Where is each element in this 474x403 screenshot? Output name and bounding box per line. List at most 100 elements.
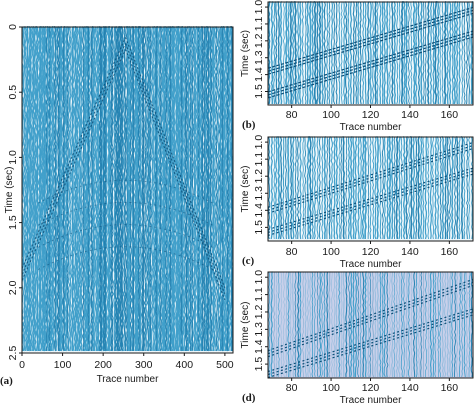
seismic-trace: [410, 271, 413, 378]
seismic-trace: [135, 26, 139, 352]
seismic-trace: [388, 1, 391, 105]
seismic-trace: [195, 26, 199, 352]
seismic-trace: [379, 271, 382, 378]
seismic-trace: [142, 26, 145, 352]
y-tick-label: 1.4: [253, 339, 265, 354]
seismic-trace: [33, 26, 37, 352]
seismic-trace: [434, 271, 437, 378]
reflection-events: [267, 278, 474, 379]
seismic-trace: [330, 136, 333, 240]
seismic-trace: [455, 1, 459, 105]
seismic-trace: [347, 1, 350, 105]
seismic-trace: [388, 136, 392, 240]
seismic-trace: [185, 26, 189, 352]
seismic-trace: [71, 26, 75, 352]
x-axis-label: Trace number: [97, 374, 160, 385]
y-tick-label: 1.4: [253, 203, 265, 218]
seismic-trace: [352, 1, 356, 105]
x-tick-label: 500: [216, 359, 234, 371]
x-tick-label: 120: [362, 382, 380, 394]
seismic-trace: [338, 136, 341, 240]
seismic-trace: [304, 1, 307, 105]
seismic-trace: [393, 271, 396, 378]
seismic-trace: [441, 271, 444, 378]
seismic-trace: [139, 26, 143, 352]
seismic-trace: [364, 136, 367, 240]
seismic-trace: [444, 271, 447, 378]
seismic-trace: [338, 1, 341, 105]
seismic-trace: [190, 26, 193, 352]
seismic-trace: [316, 1, 319, 105]
seismic-trace: [403, 271, 405, 378]
seismic-trace: [331, 271, 333, 378]
seismic-trace: [273, 271, 276, 378]
seismic-trace: [297, 1, 300, 105]
x-tick-label: 80: [286, 246, 298, 258]
panel-label: (b): [242, 119, 256, 131]
seismic-trace: [285, 271, 288, 378]
seismic-trace: [400, 271, 403, 378]
seismic-trace: [390, 136, 394, 240]
seismic-trace: [279, 1, 283, 105]
seismic-trace: [458, 136, 461, 240]
seismic-trace: [335, 271, 338, 378]
reflection-event: [124, 43, 226, 295]
seismic-trace: [417, 1, 421, 105]
seismic-trace: [383, 1, 386, 105]
x-tick-label: 80: [286, 109, 298, 121]
seismic-trace: [347, 136, 351, 240]
x-tick-label: 160: [441, 109, 459, 121]
seismic-trace: [306, 136, 310, 240]
seismic-trace: [330, 1, 334, 105]
seismic-trace: [302, 271, 305, 378]
y-tick-label: 1.5: [253, 84, 265, 99]
seismic-trace: [405, 271, 408, 378]
seismic-trace: [417, 136, 420, 240]
x-axis-label: Trace number: [340, 259, 403, 270]
y-tick-label: 1.1: [253, 287, 265, 302]
seismic-trace: [466, 136, 469, 240]
seismic-trace: [463, 271, 466, 378]
seismic-trace: [367, 271, 370, 378]
seismic-trace: [420, 1, 423, 105]
seismic-trace: [181, 26, 185, 352]
y-tick-label: 1.5: [253, 220, 265, 235]
y-tick-label: 0: [7, 24, 19, 30]
seismic-trace: [350, 271, 353, 378]
seismic-trace: [38, 26, 41, 352]
seismic-trace: [381, 271, 384, 378]
seismic-trace: [136, 26, 140, 352]
y-axis-label: Time (sec): [240, 30, 251, 77]
seismic-trace: [199, 26, 203, 352]
reflection-events: [267, 6, 474, 99]
seismic-trace: [374, 271, 377, 378]
seismic-trace: [364, 271, 367, 378]
y-tick-label: 1.3: [253, 50, 265, 65]
seismic-trace: [287, 271, 290, 378]
seismic-trace: [282, 136, 285, 240]
seismic-trace: [123, 26, 127, 352]
seismic-trace: [194, 26, 197, 352]
seismic-trace: [470, 271, 473, 378]
panel-label: (c): [242, 255, 255, 267]
y-tick-label: 1.0: [253, 0, 265, 14]
panel-d: 80 100 120 140 160 1.0 1.1 1.2 1.3 1.4 1.5 Trace nu…: [240, 270, 474, 403]
seismic-trace: [280, 271, 283, 378]
seismic-trace: [359, 136, 362, 240]
seismic-trace: [393, 136, 396, 240]
seismic-trace: [436, 136, 440, 240]
seismic-trace: [321, 1, 324, 105]
seismic-trace: [122, 26, 126, 352]
trace-lines: [267, 1, 474, 105]
seismic-trace: [335, 1, 338, 105]
seismic-trace: [419, 136, 423, 240]
seismic-trace: [448, 136, 451, 240]
y-tick-label: 1.5: [7, 215, 19, 230]
seismic-trace: [204, 26, 208, 352]
seismic-trace: [311, 1, 315, 105]
y-tick-label: 1.2: [253, 305, 265, 320]
reflection-event: [267, 6, 474, 69]
seismic-trace: [119, 26, 123, 352]
seismic-trace: [110, 26, 113, 352]
seismic-trace: [432, 271, 435, 378]
